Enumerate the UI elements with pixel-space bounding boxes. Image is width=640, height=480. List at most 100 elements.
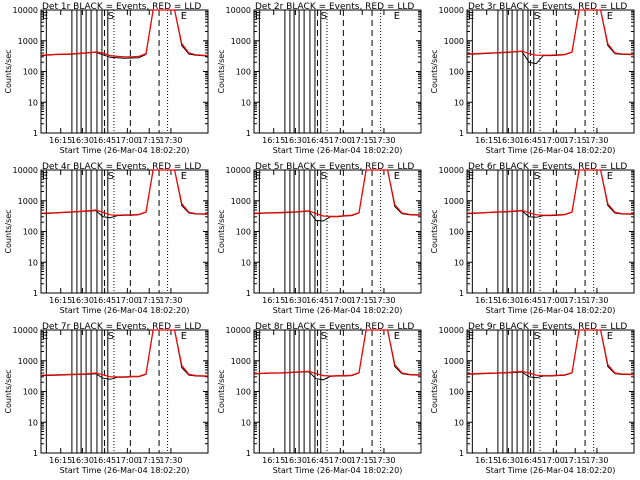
end-marker-label: E: [394, 171, 400, 182]
detector-panel: Det 8r BLACK = Events, RED = LLD 1 10 100 10…: [217, 322, 422, 475]
end-marker-label: E: [255, 171, 261, 182]
y-tick-label: 100: [23, 388, 38, 397]
x-tick-label: 17:15: [564, 296, 587, 305]
y-tick-label: 1000: [444, 37, 464, 46]
plot-frame: [253, 169, 422, 294]
x-axis-label: Start Time (26-Mar-04 18:02:20): [273, 306, 403, 315]
x-tick-label: 16:15: [262, 296, 285, 305]
plot-frame: [40, 329, 209, 454]
end-marker-label: E: [607, 11, 613, 22]
x-tick-label: 17:30: [585, 136, 608, 145]
x-tick-label: 17:30: [372, 136, 395, 145]
y-tick-label: 1000: [231, 37, 251, 46]
y-tick-label: 1000: [231, 357, 251, 366]
panel-title: Det 7r BLACK = Events, RED = LLD: [42, 322, 201, 332]
detector-panel: Det 7r BLACK = Events, RED = LLD 1 10 100 10…: [4, 322, 209, 475]
x-tick-label: 16:30: [497, 136, 520, 145]
lld-series-line: [40, 9, 209, 58]
x-axis-label: Start Time (26-Mar-04 18:02:20): [60, 146, 190, 155]
x-tick-label: 17:00: [116, 456, 139, 465]
plot-frame: [253, 9, 422, 134]
panel-title: Det 2r BLACK = Events, RED = LLD: [255, 2, 414, 12]
x-tick-label: 17:30: [585, 456, 608, 465]
y-tick-label: 10000: [226, 166, 251, 175]
plot-frame: [253, 329, 422, 454]
x-tick-label: 16:45: [93, 136, 116, 145]
x-tick-label: 17:15: [351, 136, 374, 145]
y-tick-label: 10000: [439, 166, 464, 175]
y-tick-label: 1000: [18, 37, 38, 46]
y-tick-label: 1000: [18, 357, 38, 366]
start-marker-label: S: [108, 331, 114, 342]
x-tick-label: 17:00: [116, 136, 139, 145]
end-marker-label: E: [255, 11, 261, 22]
x-tick-label: 16:15: [262, 456, 285, 465]
panel-title: Det 5r BLACK = Events, RED = LLD: [255, 162, 414, 172]
detector-panel: Det 9r BLACK = Events, RED = LLD 1 10 100 10…: [430, 322, 635, 475]
y-tick-label: 10: [241, 418, 251, 427]
x-tick-label: 17:00: [542, 456, 565, 465]
y-tick-label: 100: [236, 228, 251, 237]
x-tick-label: 16:15: [49, 456, 72, 465]
y-tick-label: 10: [454, 258, 464, 267]
y-tick-label: 1: [33, 129, 38, 138]
x-tick-label: 16:45: [93, 456, 116, 465]
start-marker-label: S: [321, 11, 327, 22]
y-tick-label: 10000: [13, 6, 38, 15]
y-tick-label: 10: [241, 258, 251, 267]
detector-panel: Det 2r BLACK = Events, RED = LLD 1 10 100 10…: [217, 2, 422, 155]
start-marker-label: S: [321, 171, 327, 182]
x-tick-label: 16:30: [497, 456, 520, 465]
y-tick-label: 10000: [13, 326, 38, 335]
y-axis-label: Counts/sec: [4, 49, 13, 93]
x-axis-label: Start Time (26-Mar-04 18:02:20): [273, 466, 403, 475]
x-tick-label: 16:45: [306, 456, 329, 465]
x-tick-label: 17:30: [159, 296, 182, 305]
x-tick-label: 17:15: [138, 296, 161, 305]
x-tick-label: 17:15: [351, 456, 374, 465]
x-tick-label: 16:30: [284, 456, 307, 465]
y-tick-label: 10: [28, 418, 38, 427]
plot-frame: [466, 9, 635, 134]
x-tick-label: 16:15: [475, 456, 498, 465]
y-tick-label: 100: [449, 388, 464, 397]
plot-frame: [40, 9, 209, 134]
y-tick-label: 10: [28, 98, 38, 107]
x-tick-label: 16:45: [519, 296, 542, 305]
x-tick-label: 16:45: [306, 136, 329, 145]
lld-series-line: [466, 169, 635, 216]
lld-series-line: [253, 329, 422, 377]
y-axis-label: Counts/sec: [217, 369, 226, 413]
detector-panel: Det 5r BLACK = Events, RED = LLD 1 10 100 10…: [217, 162, 422, 315]
detector-panel: Det 1r BLACK = Events, RED = LLD 1 10 100 10…: [4, 2, 209, 155]
end-marker-label: E: [42, 11, 48, 22]
x-tick-label: 17:30: [372, 296, 395, 305]
lld-series-line: [40, 169, 209, 216]
y-tick-label: 1000: [18, 197, 38, 206]
x-tick-label: 16:45: [306, 296, 329, 305]
y-tick-label: 100: [236, 68, 251, 77]
x-tick-label: 17:15: [564, 136, 587, 145]
y-tick-label: 1: [246, 129, 251, 138]
lld-series-line: [253, 169, 422, 217]
x-tick-label: 17:30: [585, 296, 608, 305]
panel-title: Det 3r BLACK = Events, RED = LLD: [468, 2, 627, 12]
end-marker-label: E: [394, 11, 400, 22]
start-marker-label: S: [108, 171, 114, 182]
end-marker-label: E: [181, 171, 187, 182]
end-marker-label: E: [42, 171, 48, 182]
y-axis-label: Counts/sec: [430, 369, 439, 413]
y-axis-label: Counts/sec: [217, 49, 226, 93]
y-tick-label: 10000: [439, 6, 464, 15]
y-tick-label: 10: [28, 258, 38, 267]
start-marker-label: S: [534, 171, 540, 182]
end-marker-label: E: [468, 171, 474, 182]
detector-panel: Det 6r BLACK = Events, RED = LLD 1 10 100 10…: [430, 162, 635, 315]
x-tick-label: 17:00: [329, 136, 352, 145]
y-axis-label: Counts/sec: [217, 209, 226, 253]
x-tick-label: 16:15: [49, 136, 72, 145]
y-tick-label: 10: [241, 98, 251, 107]
x-tick-label: 17:00: [329, 296, 352, 305]
lld-series-line: [466, 9, 635, 56]
x-tick-label: 16:45: [519, 456, 542, 465]
